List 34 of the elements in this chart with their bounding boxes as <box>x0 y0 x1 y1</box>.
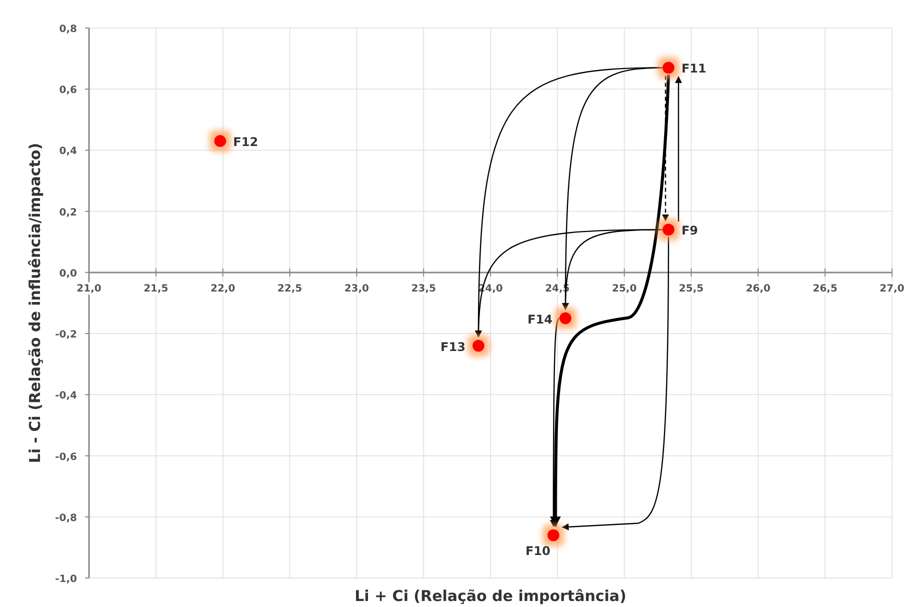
y-tick-label: -0,8 <box>55 512 78 524</box>
point <box>472 340 484 352</box>
x-tick-label: 25,5 <box>678 283 704 294</box>
point <box>214 135 226 148</box>
point <box>547 529 560 542</box>
y-tick-label: -0,2 <box>55 330 78 341</box>
y-axis-title: Li - Ci (Relação de influência/impacto) <box>26 142 44 464</box>
x-tick-label: 23,5 <box>411 283 436 294</box>
point <box>662 62 674 74</box>
annotation: F12 <box>233 135 258 150</box>
x-tick-label: 26,5 <box>812 283 838 294</box>
x-tick-label: 22,5 <box>277 283 302 294</box>
y-tick-label: -1,0 <box>55 574 78 585</box>
annotation: F11 <box>682 62 706 76</box>
x-tick-label: 22,0 <box>210 283 236 294</box>
point <box>559 312 572 324</box>
y-tick-label: 0,2 <box>59 207 78 218</box>
x-tick-label: 21,5 <box>144 283 168 294</box>
x-tick-label: 25,0 <box>612 283 637 294</box>
annotation: F14 <box>528 312 552 326</box>
annotation: F13 <box>440 340 466 354</box>
y-tick-label: 0,8 <box>59 24 78 35</box>
y-tick-label: -0,4 <box>55 390 78 402</box>
y-tick-label: 0,4 <box>59 146 78 158</box>
y-tick-label: -0,6 <box>55 452 78 463</box>
y-tick-label: 0,0 <box>59 268 78 280</box>
x-axis-title: Li + Ci (Relação de importância) <box>354 587 626 605</box>
x-tick-label: 26,0 <box>746 283 771 294</box>
x-tick-label: 27,0 <box>880 283 904 294</box>
point <box>662 224 674 236</box>
x-tick-label: 23,0 <box>344 283 370 294</box>
annotation: F9 <box>682 224 698 238</box>
annotation: F10 <box>525 544 550 558</box>
y-tick-label: 0,6 <box>59 85 78 96</box>
